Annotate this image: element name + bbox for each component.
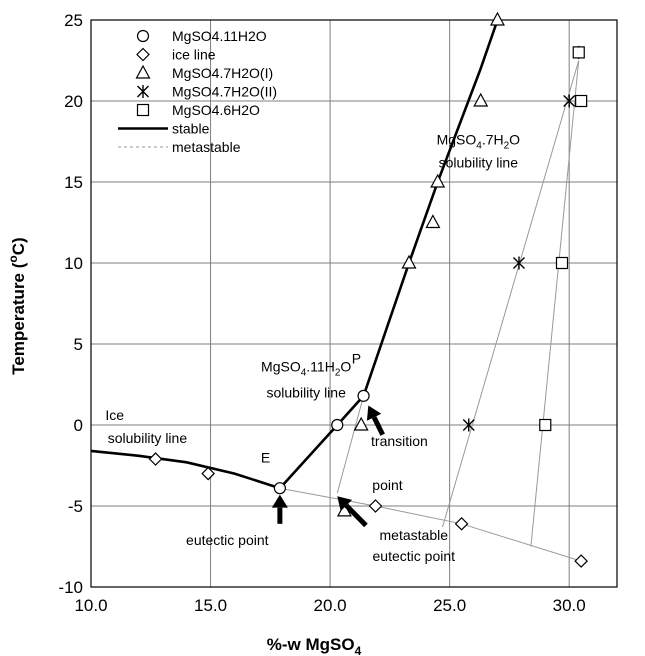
arrows (271, 405, 385, 528)
annotation-label: solubility line (266, 384, 346, 400)
y-tick-label: 15 (64, 173, 83, 192)
mgso4-7h2o-i-point (430, 173, 446, 188)
mgso4-6h2o-point (575, 94, 588, 108)
ice-line-point (454, 516, 469, 531)
legend-item-ice-line: ice line (136, 47, 216, 63)
legend-label: metastable (172, 139, 241, 155)
x-axis-title: %-w MgSO4 (267, 635, 362, 656)
mgso4-6h2o-point (555, 256, 569, 270)
marker-layer (148, 11, 588, 568)
legend-marker (137, 85, 149, 98)
annotation-arrow (366, 405, 385, 436)
y-tick-label: 25 (64, 11, 83, 30)
y-axis-title-sup: o (6, 255, 20, 262)
metastable-line (279, 487, 582, 562)
ice-line-point (148, 452, 163, 466)
ice-line-point (201, 466, 216, 481)
legend-marker (136, 29, 150, 43)
legend-label: stable (172, 121, 210, 137)
annotation-label: Ice (105, 407, 124, 423)
mgso4-7h2o-i-point (401, 254, 417, 269)
metastable-line (442, 60, 580, 528)
y-axis-title-main: Temperature ( (9, 262, 28, 374)
y-axis-title: Temperature (oC) (6, 237, 28, 374)
x-tick-label: 25.0 (433, 596, 466, 615)
mgso4-11h2o-point (331, 418, 344, 432)
x-tick-label: 30.0 (553, 596, 586, 615)
legend-marker (136, 47, 150, 62)
annotation-label: solubility line (439, 154, 519, 170)
mgso4-7h2o-i-point (489, 11, 505, 26)
annotation-label: P (352, 350, 361, 366)
plot-frame (90, 19, 618, 588)
legend-item-metastable: metastable (118, 139, 241, 155)
mgso4-7h2o-i-point (425, 214, 441, 229)
legend-item-stable: stable (118, 121, 210, 137)
x-axis-title-sub: 4 (355, 644, 362, 656)
annotation-label: MgSO4.7H2O (437, 132, 521, 152)
metastable-line (530, 60, 580, 547)
annotation-label: transition (371, 433, 428, 449)
legend: MgSO4.11H2O ice line MgSO4.7H2O(I) MgSO4.7H… (118, 28, 277, 155)
metastable-line (336, 395, 365, 494)
x-tick-label: 10.0 (74, 596, 107, 615)
legend-label: MgSO4.11H2O (172, 28, 267, 44)
annotation-label: point (372, 477, 402, 493)
annotation-label: metastable (380, 527, 449, 543)
ice-line-point (368, 499, 383, 513)
stable-line-layer (90, 19, 499, 490)
y-tick-label: -10 (58, 578, 83, 597)
y-tick-label: 20 (64, 92, 83, 111)
annotation-label: MgSO4.11H2O (261, 359, 351, 379)
x-tick-label: 20.0 (314, 596, 347, 615)
annotation-label: eutectic point (373, 548, 456, 564)
legend-item-mgso4-11h2o: MgSO4.11H2O (136, 28, 267, 44)
legend-item-mgso4-6h2o: MgSO4.6H2O (136, 102, 260, 118)
legend-label: ice line (172, 47, 216, 63)
mgso4-7h2o-ii-point (512, 256, 525, 270)
legend-item-mgso4-7h2o-ii: MgSO4.7H2O(II) (137, 84, 277, 100)
legend-marker (135, 64, 151, 79)
legend-label: MgSO4.7H2O(I) (172, 65, 273, 81)
mgso4-7h2o-i-point (473, 92, 489, 107)
annotation-label: eutectic point (186, 532, 269, 548)
y-tick-label: 5 (74, 335, 83, 354)
tick-labels: 10.0 15.0 20.0 25.0 30.0 -10 -5 0 5 10 15 20 25 (58, 11, 585, 615)
y-tick-label: 0 (74, 416, 83, 435)
stable-line (90, 19, 499, 490)
x-tick-label: 15.0 (194, 596, 227, 615)
y-tick-label: 10 (64, 254, 83, 273)
mgso4-7h2o-i-point (353, 416, 369, 431)
ice-line-point (574, 554, 588, 568)
legend-item-mgso4-7h2o-i: MgSO4.7H2O(I) (135, 64, 273, 81)
annotation-label: E (261, 449, 270, 465)
y-axis-title-end: C) (9, 237, 28, 255)
metastable-line-layer (279, 60, 582, 562)
mgso4-11h2o-point (273, 482, 286, 495)
legend-label: MgSO4.7H2O(II) (172, 84, 277, 100)
x-axis-title-main: %-w MgSO (267, 635, 355, 654)
legend-marker (136, 103, 150, 117)
annotation-arrow (337, 496, 368, 528)
mgso4-7h2o-ii-point (462, 418, 475, 432)
mgso4-11h2o-point (357, 389, 370, 402)
mgso4-7h2o-ii-point (563, 94, 576, 108)
mgso4-6h2o-point (572, 46, 585, 59)
y-tick-label: -5 (68, 497, 83, 516)
mgso4-6h2o-point (539, 418, 552, 432)
annotation-label: solubility line (108, 430, 188, 446)
legend-label: MgSO4.6H2O (172, 102, 260, 118)
annotation-arrow (271, 494, 288, 524)
